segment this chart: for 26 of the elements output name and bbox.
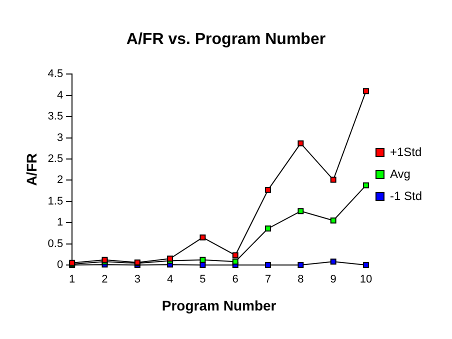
legend-label: Avg bbox=[390, 166, 410, 181]
x-tick-label: 9 bbox=[330, 274, 336, 286]
y-tick-label: 2.5 bbox=[48, 153, 64, 166]
y-tick-label: 0 bbox=[56, 259, 64, 272]
y-tick-label: 4 bbox=[56, 89, 64, 102]
y-tick-label: 2 bbox=[56, 174, 64, 186]
x-tick-label: 6 bbox=[232, 274, 238, 286]
x-tick-label: 1 bbox=[69, 274, 76, 286]
y-tick-label: 3.5 bbox=[48, 110, 64, 123]
legend-label: -1 Std bbox=[390, 188, 422, 203]
chart-title: A/FR vs. Program Number bbox=[126, 31, 326, 48]
x-tick-label: 3 bbox=[134, 274, 140, 286]
y-tick-label: 1.5 bbox=[48, 195, 64, 208]
x-tick-label: 4 bbox=[166, 274, 174, 286]
x-tick-label: 10 bbox=[360, 274, 372, 286]
x-tick-label: 5 bbox=[200, 274, 206, 286]
y-tick-label: 3 bbox=[56, 132, 64, 144]
y-axis-title: A/FR bbox=[23, 153, 40, 186]
y-tick-label: 0.5 bbox=[48, 238, 64, 250]
x-tick-label: 7 bbox=[264, 274, 272, 286]
x-tick-label: 2 bbox=[102, 274, 108, 286]
x-axis-title: Program Number bbox=[162, 297, 277, 314]
legend-label: +1Std bbox=[390, 144, 422, 159]
y-tick-label: 1 bbox=[56, 216, 64, 229]
x-tick-label: 8 bbox=[298, 274, 304, 286]
y-tick-label: 4.5 bbox=[48, 68, 64, 80]
